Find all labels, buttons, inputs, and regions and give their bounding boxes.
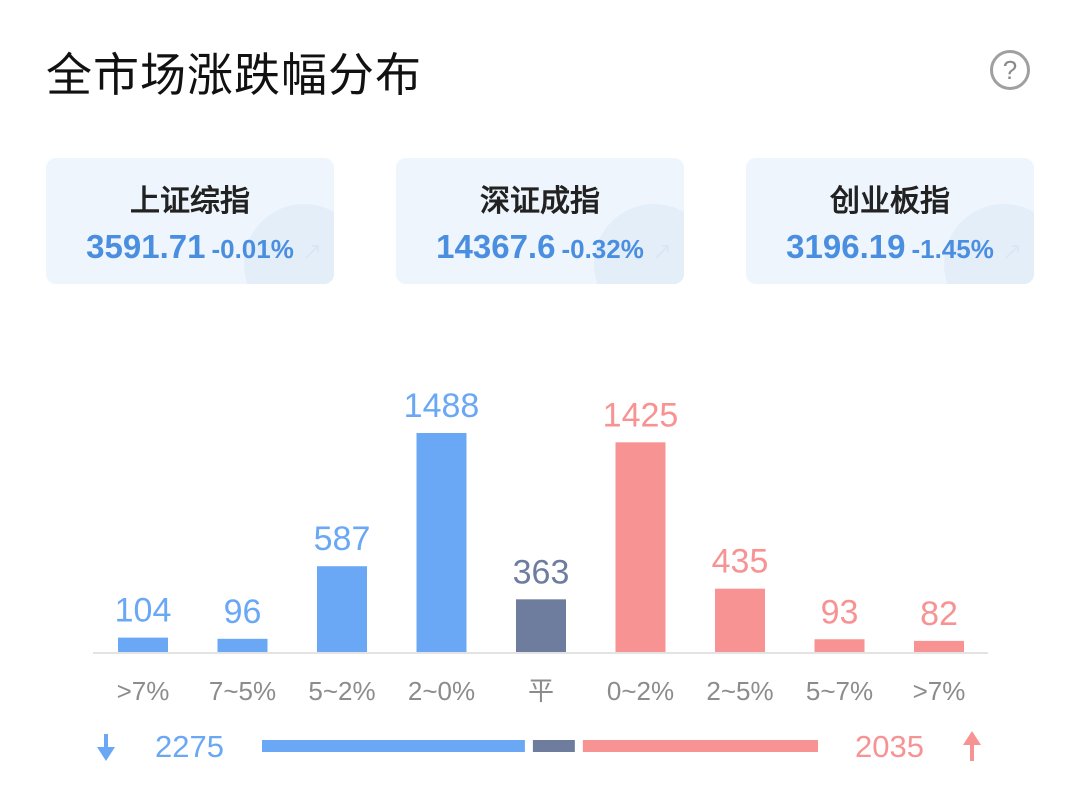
category-label: >7% bbox=[913, 676, 966, 706]
category-label: 0~2% bbox=[607, 676, 674, 706]
category-label: 2~5% bbox=[706, 676, 773, 706]
index-card-sse[interactable]: ↗ 上证综指 3591.71 -0.01% bbox=[46, 158, 334, 284]
up-total-label: 2035 bbox=[855, 729, 924, 764]
bar-up-8 bbox=[914, 640, 964, 653]
trend-decoration-icon: ↗ bbox=[1002, 237, 1023, 265]
bar-value-label: 96 bbox=[224, 593, 262, 631]
trend-decoration-icon: ↗ bbox=[652, 237, 673, 265]
bar-value-label: 435 bbox=[712, 543, 769, 581]
index-name: 深证成指 bbox=[480, 184, 600, 219]
bar-value-label: 1425 bbox=[603, 396, 679, 434]
index-values: 3591.71 -0.01% bbox=[46, 228, 334, 266]
bar-flat-4 bbox=[516, 599, 566, 653]
bar-value-label: 363 bbox=[513, 553, 570, 591]
bar-down-2 bbox=[317, 566, 367, 653]
index-card-szse[interactable]: ↗ 深证成指 14367.6 -0.32% bbox=[396, 158, 684, 284]
category-label: >7% bbox=[117, 676, 170, 706]
up-share-bar bbox=[582, 740, 818, 752]
index-values: 14367.6 -0.32% bbox=[396, 228, 684, 266]
flat-share-bar bbox=[532, 740, 575, 752]
index-change: -0.32% bbox=[561, 234, 644, 264]
category-label: 5~7% bbox=[806, 676, 873, 706]
down-total-label: 2275 bbox=[155, 729, 224, 764]
bar-up-6 bbox=[715, 588, 765, 653]
bar-value-label: 82 bbox=[920, 595, 958, 633]
down-share-bar bbox=[262, 740, 525, 752]
bar-up-5 bbox=[615, 442, 666, 653]
index-price: 3591.71 bbox=[86, 228, 206, 265]
category-label: 平 bbox=[528, 676, 554, 706]
bar-value-label: 104 bbox=[115, 592, 172, 630]
index-change: -1.45% bbox=[911, 234, 994, 264]
category-label: 5~2% bbox=[308, 676, 375, 706]
index-price: 3196.19 bbox=[786, 228, 906, 265]
bar-value-label: 93 bbox=[821, 593, 859, 631]
arrow-down-icon bbox=[97, 734, 115, 761]
index-name: 上证综指 bbox=[130, 184, 250, 219]
bar-up-7 bbox=[814, 639, 865, 653]
page-title: 全市场涨跌幅分布 bbox=[46, 48, 422, 102]
bar-down-3 bbox=[416, 433, 467, 653]
index-change: -0.01% bbox=[211, 234, 294, 264]
bar-value-label: 587 bbox=[314, 520, 371, 558]
index-values: 3196.19 -1.45% bbox=[746, 228, 1034, 266]
index-price: 14367.6 bbox=[436, 228, 556, 265]
category-label: 2~0% bbox=[408, 676, 475, 706]
bar-value-label: 1488 bbox=[404, 387, 480, 425]
index-card-chinext[interactable]: ↗ 创业板指 3196.19 -1.45% bbox=[746, 158, 1034, 284]
help-icon[interactable]: ? bbox=[990, 50, 1030, 90]
category-label: 7~5% bbox=[209, 676, 276, 706]
trend-decoration-icon: ↗ bbox=[302, 237, 323, 265]
bar-down-0 bbox=[118, 637, 168, 653]
index-name: 创业板指 bbox=[830, 184, 950, 219]
arrow-up-icon bbox=[963, 731, 981, 761]
distribution-chart: 104 96 587 1488 363 1425 435 93 82 >7% 7~5% 5~2% 2~… bbox=[93, 387, 988, 764]
bar-down-1 bbox=[217, 638, 268, 653]
